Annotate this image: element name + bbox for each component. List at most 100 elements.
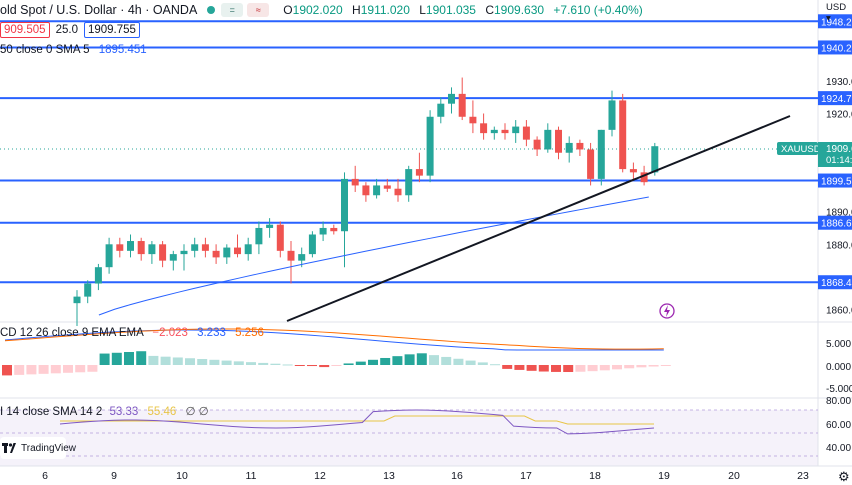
- sell-button[interactable]: 909.505: [0, 22, 50, 38]
- tradingview-logo-text: TradingView: [21, 442, 77, 454]
- equals-icon[interactable]: =: [221, 3, 244, 17]
- candle-body: [191, 244, 199, 251]
- candle-body: [341, 178, 348, 232]
- macd-histogram-bar: [111, 352, 122, 365]
- macd-hist-value: −2.023: [152, 327, 188, 339]
- tradingview-logo-icon: [2, 443, 16, 453]
- price-level-badge-label: 1886.6: [821, 219, 852, 230]
- sma-line: [98, 196, 649, 316]
- macd-histogram-bar: [465, 360, 476, 365]
- symbol-header: old Spot / U.S. Dollar · 4h · OANDA = ≈ …: [0, 0, 643, 20]
- macd-histogram-bar: [441, 356, 452, 365]
- price-level-badge: [818, 40, 852, 55]
- trade-panel: 909.505 25.0 1909.755: [0, 21, 140, 39]
- price-level-badge-label: 1924.7: [821, 94, 852, 105]
- macd-histogram-bar: [368, 359, 378, 365]
- sma-legend[interactable]: 50 close 0 SMA 5 1895.451: [0, 44, 147, 56]
- alert-badge-icon[interactable]: ≈: [247, 3, 270, 17]
- macd-histogram-bar: [380, 357, 391, 365]
- last-price-value: 1909.6: [826, 144, 852, 155]
- candle-body: [84, 283, 92, 297]
- candle-body: [426, 116, 434, 176]
- tradingview-logo[interactable]: TradingView: [0, 437, 76, 459]
- candle-body: [640, 172, 648, 183]
- rsi-band: [0, 410, 818, 466]
- macd-histogram-bar: [502, 365, 513, 369]
- macd-axis-tick: 5.000: [826, 339, 851, 350]
- candle-body: [415, 169, 423, 176]
- candle-body: [565, 142, 573, 153]
- change-value: +7.610 (+0.40%): [553, 3, 643, 17]
- candle-body: [490, 129, 498, 134]
- candle-body: [266, 224, 274, 228]
- candle-body: [105, 244, 113, 268]
- candle-body: [362, 185, 370, 196]
- time-axis-tick: 18: [589, 470, 601, 482]
- price-axis-tick: 1920.0: [826, 110, 852, 121]
- candle-body: [597, 129, 605, 179]
- macd-line: [4, 329, 664, 351]
- macd-histogram-bar: [209, 359, 220, 365]
- macd-histogram-bar: [490, 364, 500, 366]
- macd-histogram-bar: [233, 361, 244, 365]
- symbol-title[interactable]: old Spot / U.S. Dollar · 4h · OANDA: [0, 3, 198, 17]
- macd-histogram-bar: [148, 355, 159, 365]
- candle-body: [169, 254, 177, 261]
- price-level-badge: [818, 215, 852, 230]
- macd-histogram-bar: [587, 365, 598, 372]
- macd-histogram-bar: [319, 365, 330, 368]
- candle-body: [234, 247, 241, 255]
- chevron-down-icon: ▾: [826, 13, 831, 24]
- rsi-axis-tick: 60.00: [826, 420, 851, 431]
- time-axis-tick: 23: [797, 470, 809, 482]
- candle-body: [351, 178, 359, 186]
- candle-body: [394, 188, 402, 196]
- price-level-badge-label: 1948.2: [821, 17, 852, 28]
- rsi-sma-value: 55.46: [147, 406, 177, 418]
- sma-legend-value: 1895.451: [98, 44, 147, 56]
- macd-histogram-bar: [270, 363, 281, 365]
- macd-histogram-bar: [172, 357, 183, 365]
- macd-histogram-bar: [331, 365, 342, 366]
- macd-line-value: 3.233: [197, 327, 226, 339]
- candle-body: [298, 254, 306, 261]
- time-axis-tick: 11: [246, 470, 257, 482]
- candle-body: [405, 169, 413, 196]
- rsi-legend[interactable]: I 14 close SMA 14 2 53.33 55.46 ∅ ∅: [0, 404, 209, 418]
- macd-legend[interactable]: CD 12 26 close 9 EMA EMA −2.023 3.233 5.…: [0, 327, 264, 339]
- buy-button[interactable]: 1909.755: [83, 22, 140, 38]
- candle-body: [555, 129, 562, 153]
- macd-histogram-bar: [648, 365, 659, 367]
- macd-histogram-bar: [307, 365, 317, 367]
- time-axis-tick: 10: [176, 470, 188, 482]
- currency-selector[interactable]: USD ▾: [826, 2, 847, 24]
- candle-body: [576, 142, 584, 150]
- time-axis-tick: 20: [728, 470, 740, 482]
- spread-value: 25.0: [55, 24, 78, 36]
- price-level-badge: [818, 173, 852, 188]
- time-axis-tick: 13: [383, 470, 395, 482]
- time-axis-tick: 19: [658, 470, 670, 482]
- macd-histogram-bar: [185, 358, 195, 365]
- market-open-indicator: [207, 6, 216, 14]
- macd-histogram-bar: [99, 353, 110, 365]
- macd-histogram-bar: [355, 361, 366, 365]
- macd-histogram-bar: [599, 365, 610, 371]
- macd-axis-tick: 0.000: [826, 362, 851, 373]
- macd-histogram-bar: [563, 365, 574, 373]
- price-axis-tick: 1930.0: [826, 77, 852, 88]
- candle-body: [522, 126, 530, 140]
- macd-histogram-bar: [75, 365, 86, 373]
- candle-body: [73, 296, 81, 304]
- macd-histogram-bar: [392, 356, 403, 365]
- candle-body: [116, 244, 124, 251]
- candle-body: [383, 185, 391, 189]
- candle-body: [319, 227, 327, 235]
- candle-body: [148, 244, 156, 255]
- macd-histogram-bar: [660, 365, 671, 367]
- macd-histogram-bar: [246, 362, 256, 365]
- settings-gear-icon[interactable]: ⚙: [838, 469, 850, 484]
- candle-body: [448, 93, 455, 104]
- symbol-tag-label: XAUUSD: [781, 144, 821, 155]
